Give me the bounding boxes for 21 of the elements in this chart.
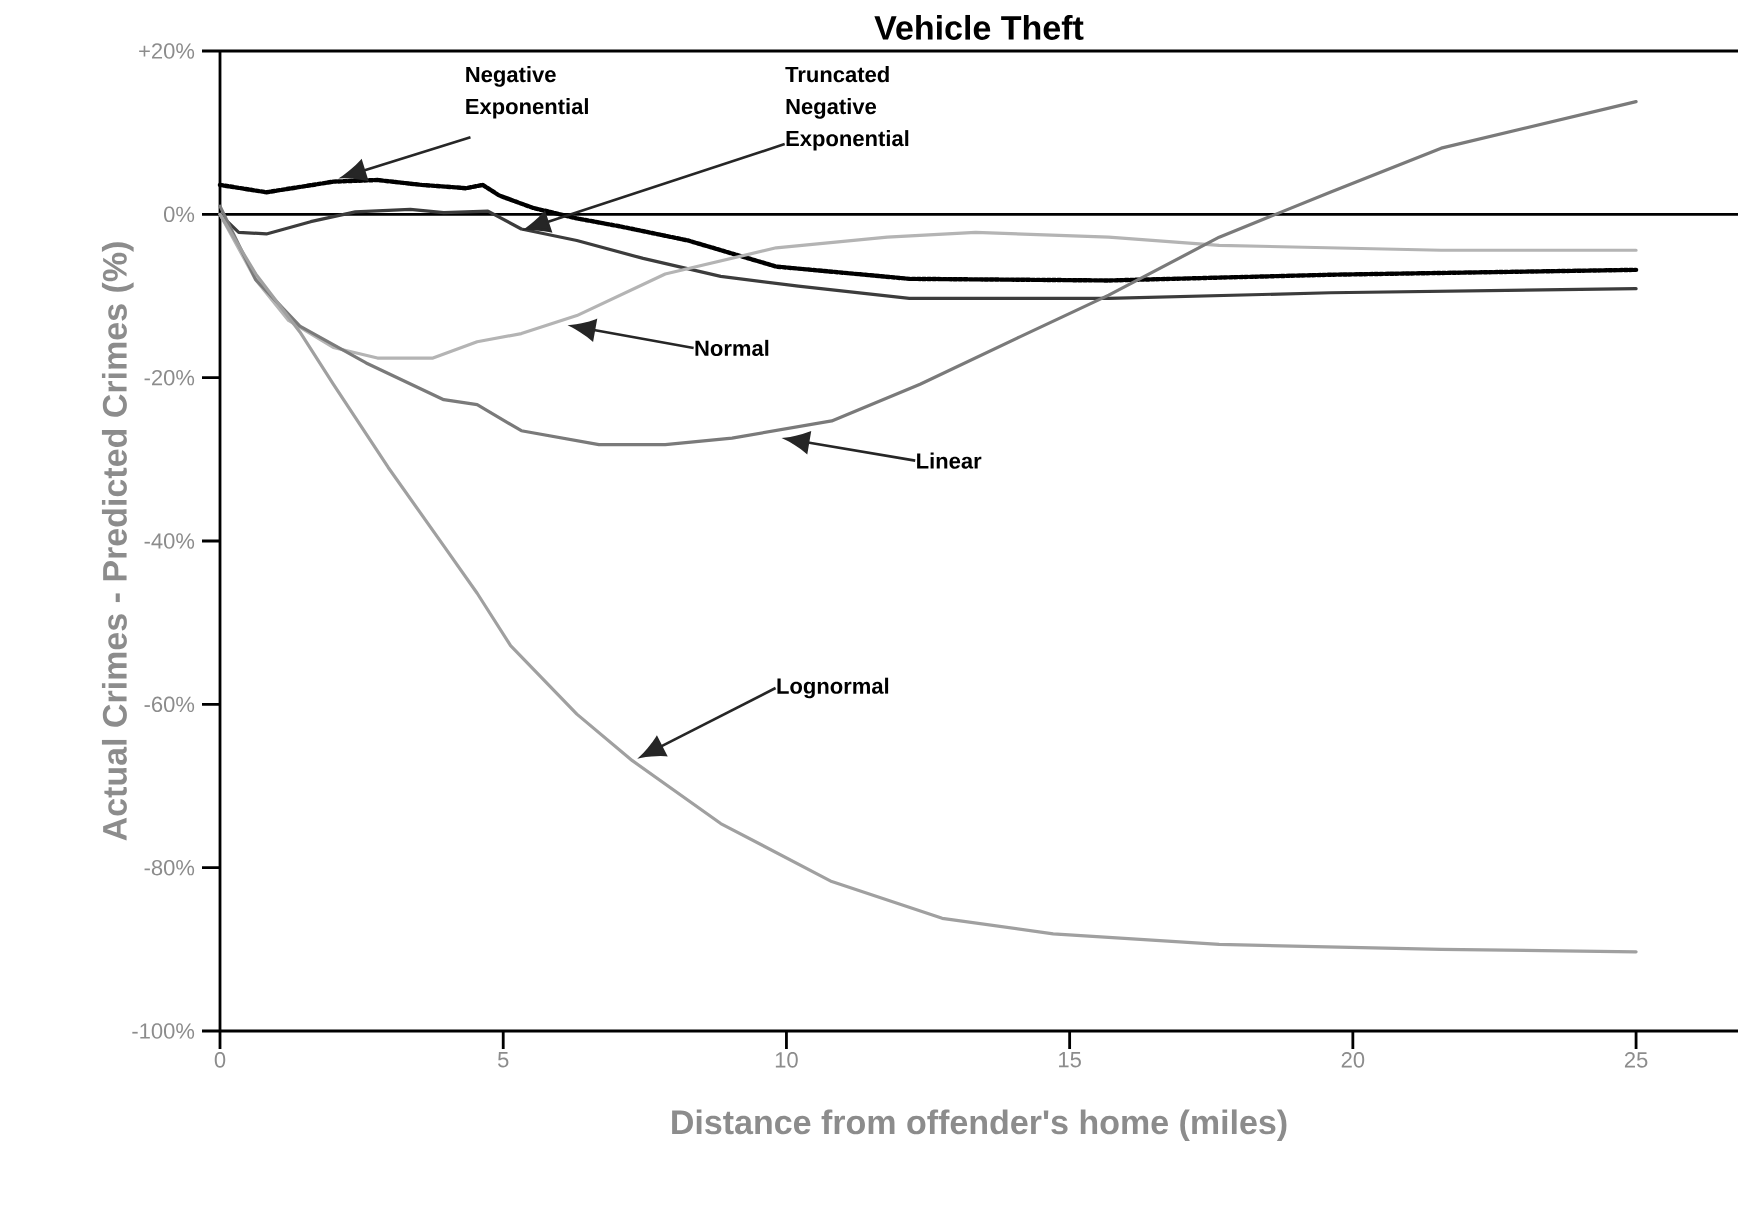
x-tick-label: 25 xyxy=(1624,1052,1648,1068)
annotation: Truncated Negative Exponential xyxy=(785,66,909,151)
y-tick-label: -20% xyxy=(144,369,195,386)
chart-title: Vehicle Theft xyxy=(874,14,1084,40)
y-tick-label: -80% xyxy=(144,859,195,876)
y-tick-label: -100% xyxy=(132,1023,195,1039)
x-axis-title: Distance from offender's home (miles) xyxy=(672,1109,1287,1142)
annotation: Lognormal xyxy=(777,677,889,699)
y-tick-label: -40% xyxy=(144,533,195,549)
x-tick-label: 15 xyxy=(1059,1052,1081,1068)
x-tick-label: 5 xyxy=(497,1052,509,1068)
y-tick-label: +20% xyxy=(139,43,195,59)
x-tick-label: 20 xyxy=(1341,1052,1365,1068)
annotation: Negative Exponential xyxy=(466,66,588,119)
x-tick-label: 0 xyxy=(214,1052,226,1068)
x-tick-label: 10 xyxy=(775,1052,798,1068)
y-tick-label: -60% xyxy=(144,696,195,713)
y-tick-label: 0% xyxy=(163,206,195,223)
y-axis-title: Actual Crimes - Predicted Crimes (%) xyxy=(101,242,134,841)
annotation: Linear xyxy=(917,452,982,469)
annotation: Normal xyxy=(695,339,769,357)
